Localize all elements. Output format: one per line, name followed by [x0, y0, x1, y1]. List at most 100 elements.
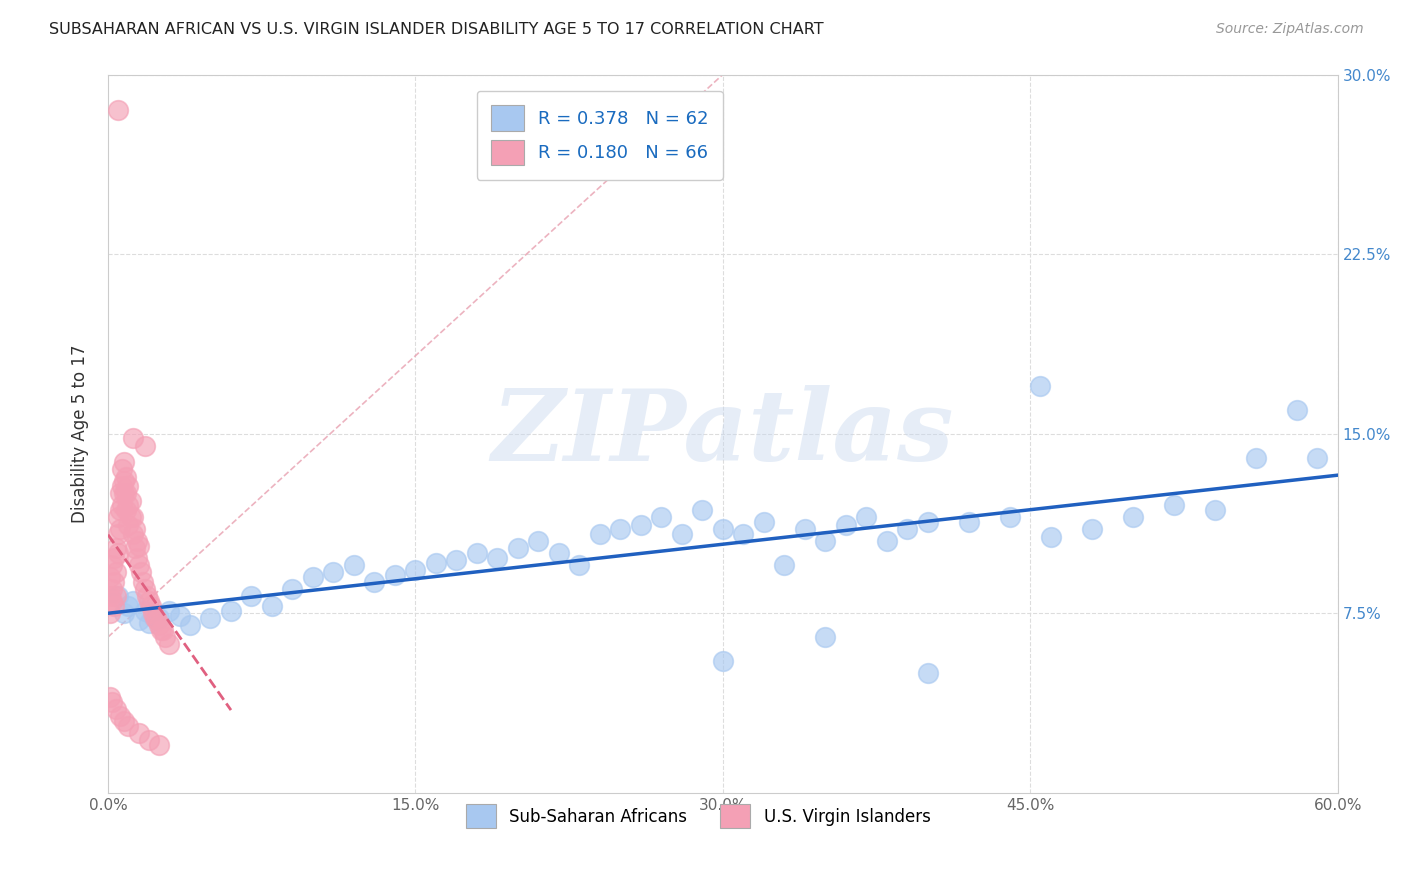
- Point: [115, 469, 138, 483]
- Point: [917, 515, 939, 529]
- Point: [117, 599, 139, 613]
- Point: [121, 594, 143, 608]
- Point: [260, 599, 283, 613]
- Point: [1285, 402, 1308, 417]
- Point: [134, 582, 156, 597]
- Point: [855, 510, 877, 524]
- Point: [169, 608, 191, 623]
- Point: [527, 534, 550, 549]
- Text: ZIPatlas: ZIPatlas: [492, 385, 955, 482]
- Point: [148, 611, 170, 625]
- Point: [917, 665, 939, 680]
- Point: [134, 439, 156, 453]
- Point: [120, 493, 142, 508]
- Point: [343, 558, 366, 573]
- Point: [281, 582, 304, 597]
- Point: [117, 517, 139, 532]
- Point: [152, 623, 174, 637]
- Point: [143, 611, 166, 625]
- Point: [630, 517, 652, 532]
- Point: [111, 499, 134, 513]
- Point: [101, 558, 124, 573]
- Point: [136, 590, 159, 604]
- Point: [138, 594, 160, 608]
- Point: [112, 455, 135, 469]
- Point: [1029, 378, 1052, 392]
- Point: [107, 546, 129, 560]
- Point: [219, 604, 242, 618]
- Point: [107, 590, 129, 604]
- Point: [1122, 510, 1144, 524]
- Point: [148, 618, 170, 632]
- Point: [486, 551, 509, 566]
- Point: [111, 479, 134, 493]
- Point: [128, 558, 150, 573]
- Point: [129, 566, 152, 580]
- Point: [240, 590, 263, 604]
- Point: [148, 738, 170, 752]
- Point: [1244, 450, 1267, 465]
- Point: [547, 546, 569, 560]
- Point: [179, 618, 201, 632]
- Point: [155, 630, 177, 644]
- Point: [98, 606, 121, 620]
- Point: [146, 613, 169, 627]
- Point: [711, 522, 734, 536]
- Point: [110, 522, 132, 536]
- Point: [115, 486, 138, 500]
- Point: [200, 611, 222, 625]
- Point: [117, 499, 139, 513]
- Point: [103, 599, 125, 613]
- Point: [998, 510, 1021, 524]
- Point: [1204, 503, 1226, 517]
- Point: [107, 527, 129, 541]
- Point: [128, 539, 150, 553]
- Point: [876, 534, 898, 549]
- Point: [1306, 450, 1329, 465]
- Point: [105, 541, 128, 556]
- Point: [1039, 529, 1062, 543]
- Point: [733, 527, 755, 541]
- Point: [125, 551, 148, 566]
- Point: [121, 510, 143, 524]
- Point: [568, 558, 591, 573]
- Point: [112, 486, 135, 500]
- Y-axis label: Disability Age 5 to 17: Disability Age 5 to 17: [72, 344, 89, 523]
- Point: [124, 522, 146, 536]
- Text: SUBSAHARAN AFRICAN VS U.S. VIRGIN ISLANDER DISABILITY AGE 5 TO 17 CORRELATION CH: SUBSAHARAN AFRICAN VS U.S. VIRGIN ISLAND…: [49, 22, 824, 37]
- Text: Source: ZipAtlas.com: Source: ZipAtlas.com: [1216, 22, 1364, 37]
- Legend: Sub-Saharan Africans, U.S. Virgin Islanders: Sub-Saharan Africans, U.S. Virgin Island…: [460, 797, 938, 835]
- Point: [128, 613, 150, 627]
- Point: [150, 623, 173, 637]
- Point: [105, 566, 128, 580]
- Point: [103, 574, 125, 589]
- Point: [125, 534, 148, 549]
- Point: [138, 615, 160, 630]
- Point: [110, 503, 132, 517]
- Point: [506, 541, 529, 556]
- Point: [1163, 499, 1185, 513]
- Point: [101, 582, 124, 597]
- Point: [132, 574, 155, 589]
- Point: [128, 726, 150, 740]
- Point: [425, 556, 447, 570]
- Point: [384, 567, 406, 582]
- Point: [671, 527, 693, 541]
- Point: [404, 563, 426, 577]
- Point: [139, 599, 162, 613]
- Point: [103, 551, 125, 566]
- Point: [896, 522, 918, 536]
- Point: [112, 475, 135, 489]
- Point: [110, 486, 132, 500]
- Point: [142, 608, 165, 623]
- Point: [711, 654, 734, 668]
- Point: [446, 553, 468, 567]
- Point: [112, 606, 135, 620]
- Point: [121, 527, 143, 541]
- Point: [134, 604, 156, 618]
- Point: [363, 574, 385, 589]
- Point: [110, 709, 132, 723]
- Point: [609, 522, 631, 536]
- Point: [159, 637, 181, 651]
- Point: [115, 503, 138, 517]
